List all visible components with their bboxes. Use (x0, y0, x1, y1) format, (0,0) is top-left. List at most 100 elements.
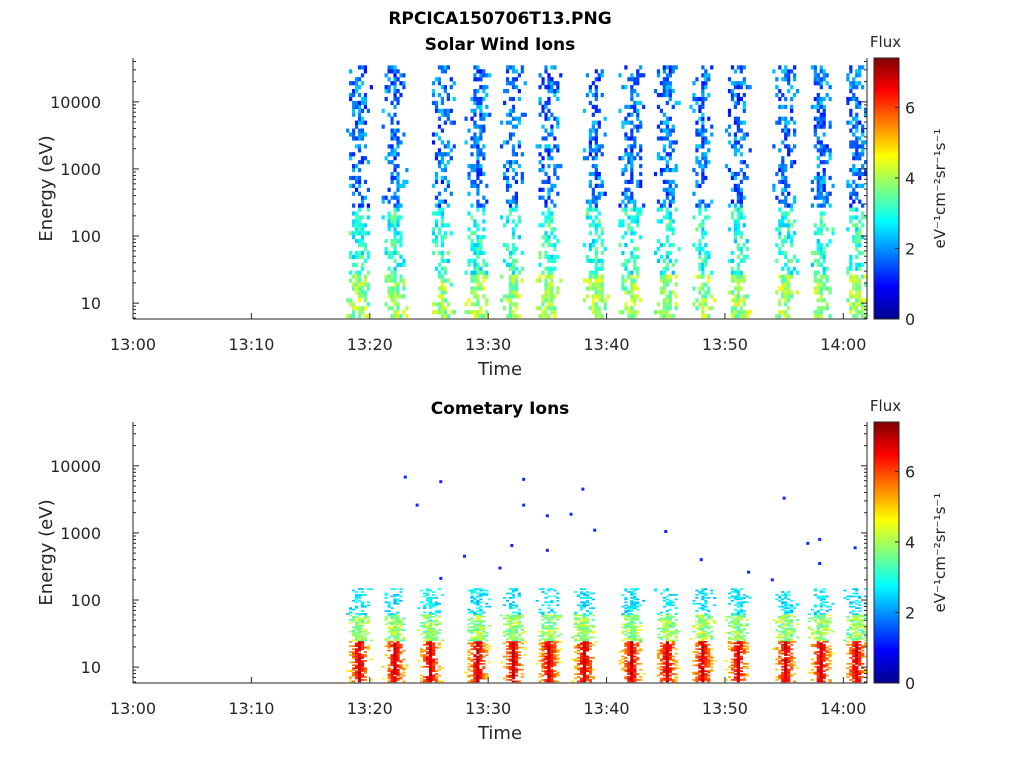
flux-cell (360, 667, 365, 670)
flux-cell (349, 183, 353, 188)
flux-cell (363, 274, 368, 279)
flux-cell (363, 629, 368, 631)
flux-cell (473, 642, 477, 645)
flux-cell (437, 310, 442, 315)
flux-cell (476, 633, 480, 636)
flux-cell (624, 623, 628, 626)
flux-cell (582, 621, 587, 624)
flux-cell (393, 246, 397, 252)
flux-cell (479, 148, 483, 153)
flux-cell (633, 144, 637, 149)
flux-cell (597, 286, 601, 291)
flux-cell (793, 73, 797, 78)
flux-cell (656, 69, 661, 74)
flux-cell (695, 657, 699, 659)
flux-cell (662, 654, 666, 656)
flux-cell (479, 601, 483, 604)
flux-cell (630, 614, 634, 617)
flux-cell (819, 116, 823, 121)
flux-cell (511, 616, 516, 618)
flux-cell (553, 648, 557, 651)
flux-cell (369, 679, 373, 681)
flux-cell (535, 144, 539, 149)
flux-cell (479, 648, 483, 651)
flux-cell (476, 667, 480, 670)
flux-cell (858, 239, 862, 244)
flux-cell (665, 602, 669, 605)
flux-cell (482, 294, 486, 299)
flux-cell (393, 627, 397, 630)
flux-cell (639, 638, 643, 640)
flux-cell (366, 314, 371, 319)
flux-cell (393, 81, 397, 86)
flux-cell (547, 588, 551, 590)
flux-cell (701, 595, 705, 598)
flux-cell (594, 85, 598, 90)
flux-cell (618, 203, 622, 208)
flux-cell (390, 254, 394, 260)
flux-cell (662, 626, 666, 629)
flux-cell (849, 215, 853, 220)
flux-cell (810, 262, 814, 267)
flux-cell (479, 595, 483, 598)
flux-cell (701, 282, 705, 287)
flux-cell (858, 286, 862, 291)
flux-cell (701, 314, 705, 319)
flux-cell (698, 616, 702, 618)
flux-cell (597, 183, 601, 188)
flux-cell (473, 246, 477, 252)
flux-cell (692, 624, 696, 627)
flux-cell (553, 294, 557, 299)
flux-cell (630, 648, 634, 651)
flux-cell (627, 652, 631, 655)
flux-cell (582, 605, 587, 608)
flux-cell (855, 274, 859, 279)
flux-cell (446, 152, 450, 157)
flux-cell (357, 314, 362, 319)
flux-cell (396, 648, 400, 651)
flux-cell (547, 314, 551, 319)
flux-cell (621, 639, 625, 642)
flux-cell (479, 660, 483, 662)
flux-cell (594, 306, 598, 311)
flux-cell (354, 649, 359, 652)
flux-cell (553, 243, 557, 248)
flux-cell (547, 660, 551, 662)
flux-cell (861, 164, 865, 169)
flux-cell (390, 294, 394, 299)
flux-cell (476, 298, 480, 303)
flux-cell (704, 635, 708, 637)
flux-cell (431, 132, 436, 137)
flux-cell (402, 132, 406, 137)
flux-cell (500, 298, 504, 303)
flux-cell (739, 85, 743, 90)
flux-cell (695, 660, 699, 662)
flux-cell (662, 679, 666, 681)
flux-cell (591, 120, 595, 125)
flux-cell (467, 262, 471, 267)
flux-cell (476, 124, 480, 129)
flux-cell (852, 144, 856, 149)
flux-cell (624, 611, 628, 614)
flux-cell (431, 658, 436, 661)
flux-cell (538, 676, 542, 678)
flux-cell (733, 85, 738, 90)
flux-cell (360, 591, 365, 593)
flux-cell (384, 610, 388, 612)
flux-cell (819, 298, 823, 303)
flux-cell (470, 674, 474, 677)
flux-cell (858, 136, 862, 141)
flux-cell (479, 632, 483, 634)
flux-cell (662, 179, 666, 185)
flux-cell (440, 175, 445, 181)
flux-cell (514, 655, 519, 658)
flux-cell (508, 607, 513, 609)
flux-cell (730, 92, 735, 98)
flux-cell (639, 679, 643, 681)
flux-cell (393, 667, 397, 670)
flux-cell (479, 235, 483, 240)
flux-cell (366, 620, 371, 623)
flux-cell (698, 670, 702, 673)
flux-cell (636, 645, 640, 648)
flux-cell (354, 89, 359, 94)
